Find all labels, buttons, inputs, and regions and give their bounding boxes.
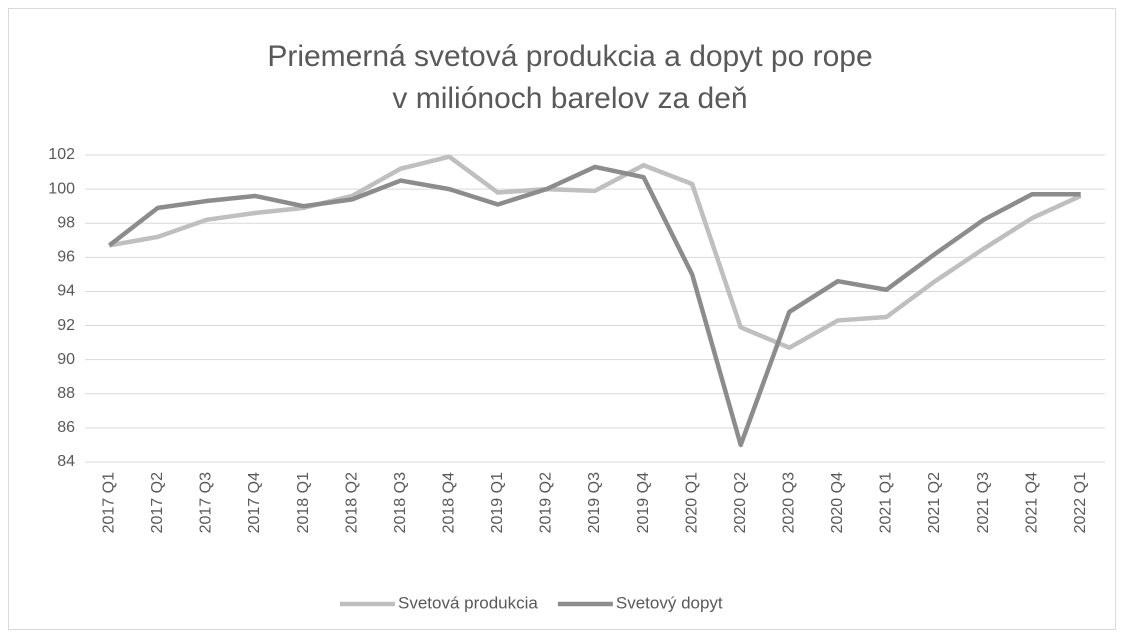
x-tick-label: 2017 Q1 — [101, 472, 118, 533]
x-tick-label: 2021 Q4 — [1023, 472, 1040, 533]
x-tick-label: 2020 Q2 — [732, 472, 749, 533]
x-tick-label: 2018 Q3 — [392, 472, 409, 533]
y-tick-label: 94 — [57, 283, 75, 300]
chart-title: v miliónoch barelov za deň — [392, 82, 747, 115]
y-tick-label: 102 — [48, 146, 75, 163]
x-tick-label: 2019 Q1 — [489, 472, 506, 533]
x-tick-label: 2017 Q2 — [149, 472, 166, 533]
x-tick-label: 2020 Q3 — [781, 472, 798, 533]
y-tick-label: 98 — [57, 214, 75, 231]
data-line — [107, 164, 1081, 448]
y-tick-label: 92 — [57, 317, 75, 334]
x-tick-label: 2021 Q3 — [975, 472, 992, 533]
x-tick-label: 2019 Q3 — [586, 472, 603, 533]
x-tick-label: 2020 Q4 — [829, 472, 846, 533]
x-tick-label: 2022 Q1 — [1072, 472, 1089, 533]
x-tick-label: 2021 Q1 — [878, 472, 895, 533]
legend-label: Svetová produkcia — [398, 593, 538, 612]
y-tick-label: 100 — [48, 180, 75, 197]
data-line — [108, 154, 1082, 350]
y-tick-label: 88 — [57, 385, 75, 402]
x-tick-label: 2017 Q4 — [246, 472, 263, 533]
chart-border — [8, 8, 1116, 630]
x-tick-label: 2021 Q2 — [926, 472, 943, 533]
y-tick-label: 84 — [57, 453, 75, 470]
y-tick-label: 90 — [57, 351, 75, 368]
x-tick-label: 2019 Q4 — [635, 472, 652, 533]
x-tick-label: 2017 Q3 — [198, 472, 215, 533]
x-tick-label: 2019 Q2 — [538, 472, 555, 533]
chart-title: Priemerná svetová produkcia a dopyt po r… — [267, 40, 872, 73]
y-tick-label: 96 — [57, 249, 75, 266]
y-tick-label: 86 — [57, 419, 75, 436]
legend-label: Svetový dopyt — [616, 593, 723, 612]
x-tick-label: 2018 Q2 — [343, 472, 360, 533]
x-tick-label: 2018 Q1 — [295, 472, 312, 533]
x-tick-label: 2020 Q1 — [683, 472, 700, 533]
x-tick-label: 2018 Q4 — [441, 472, 458, 533]
